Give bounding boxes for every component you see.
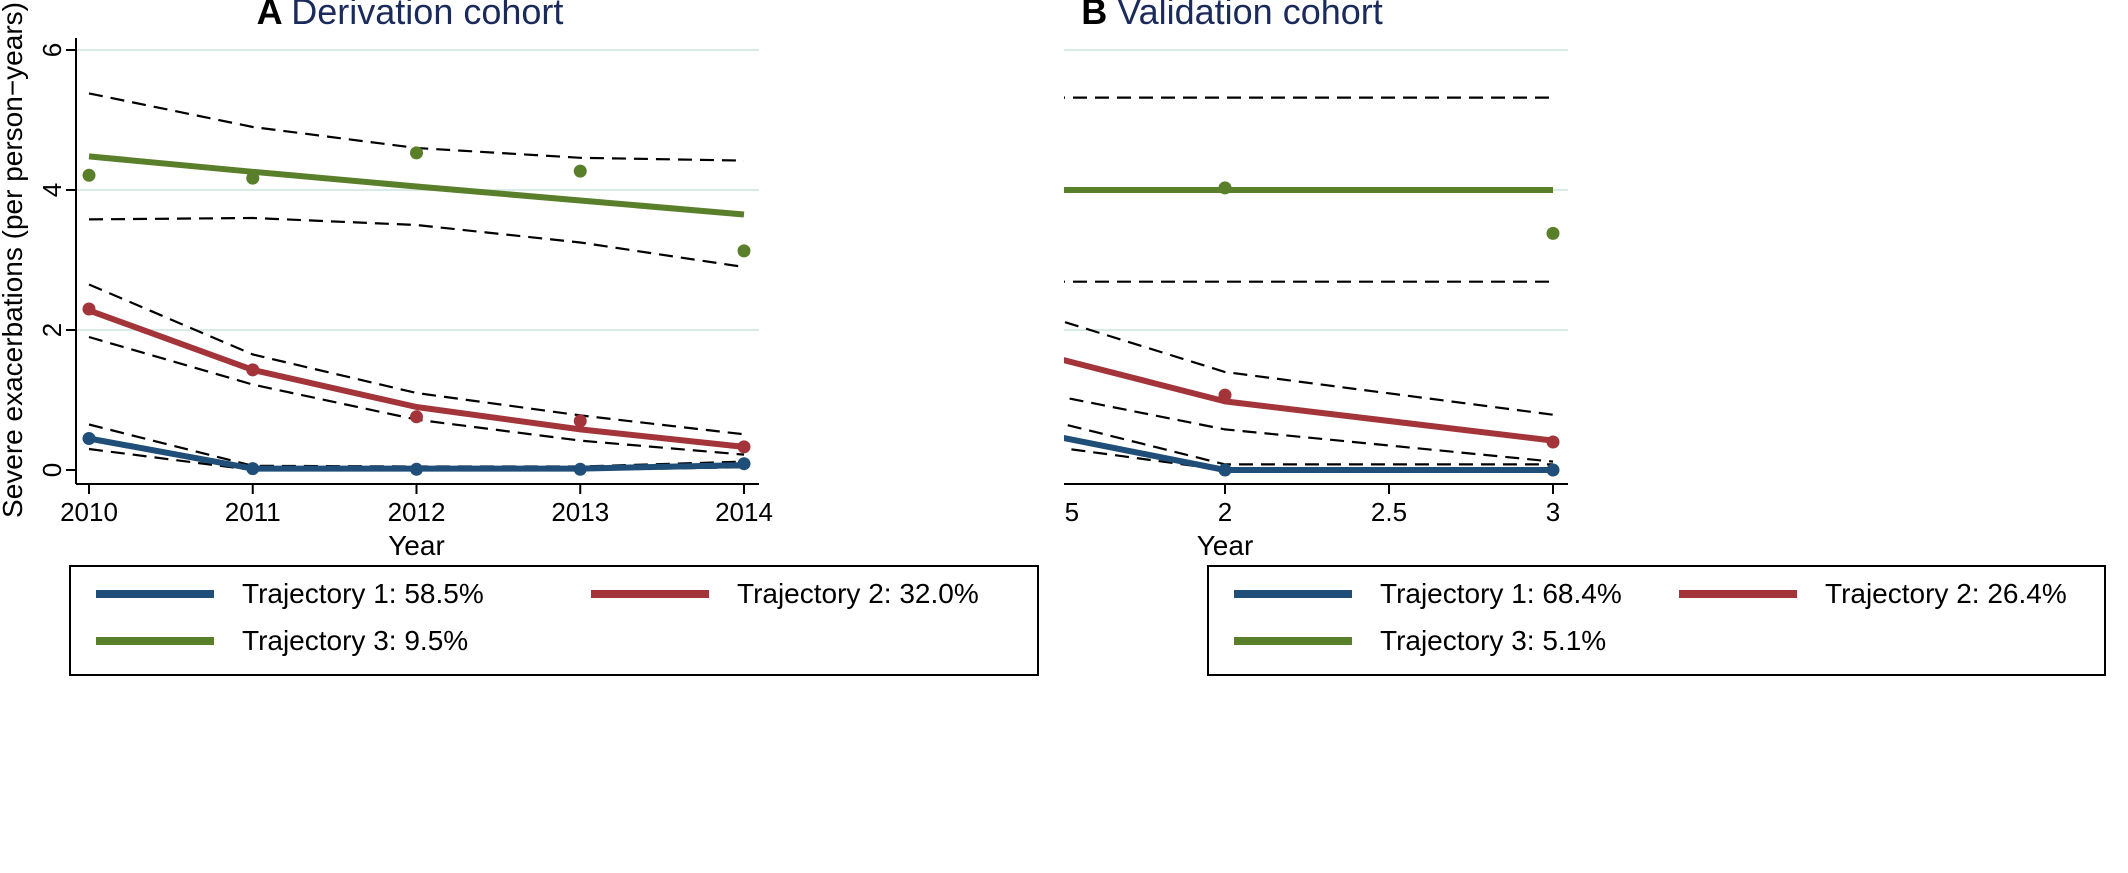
panel-title-text: Derivation cohort	[291, 0, 563, 32]
observed-point-traj2	[410, 410, 423, 424]
y-tick-label: 0	[37, 463, 67, 477]
observed-point-traj2	[246, 363, 260, 377]
x-tick-label: 2010	[60, 497, 118, 527]
panel-letter: B	[1081, 0, 1117, 32]
legend-item: Trajectory 2: 26.4%	[1679, 578, 2067, 610]
observed-point-traj2	[573, 414, 587, 428]
x-tick-label: 2012	[388, 497, 446, 527]
y-tick-label: 2	[37, 323, 67, 337]
fitted-line-traj3	[88, 153, 745, 218]
legend-item: Trajectory 3: 5.1%	[1234, 625, 1606, 657]
legend-label: Trajectory 2: 26.4%	[1825, 578, 2067, 609]
observed-point-traj2	[1546, 435, 1560, 449]
y-tick-label: 6	[37, 43, 67, 57]
observed-point-traj3	[82, 168, 96, 182]
observed-point-traj3	[410, 146, 423, 160]
observed-point-traj3	[1218, 181, 1232, 195]
observed-point-traj1	[82, 432, 96, 445]
x-tick-label: 1.5	[1064, 497, 1079, 527]
legend-label: Trajectory 1: 68.4%	[1380, 578, 1622, 609]
legend-swatch-traj3	[96, 637, 214, 645]
legend-swatch-traj2	[1679, 590, 1797, 598]
ci-upper-line-traj2	[1064, 320, 1554, 416]
observed-point-traj1	[1546, 463, 1560, 477]
observed-point-traj1	[410, 462, 423, 476]
observed-point-traj1	[1218, 463, 1232, 477]
x-tick-label: 2013	[551, 497, 609, 527]
panel-title-text: Validation cohort	[1117, 0, 1383, 32]
legend-label: Trajectory 3: 9.5%	[242, 625, 469, 656]
observed-point-traj3	[737, 244, 751, 258]
y-axis-label: Severe exacerbations (per person−years)	[0, 2, 28, 518]
legend-label: Trajectory 1: 58.5%	[242, 578, 484, 609]
legend-item: Trajectory 1: 58.5%	[96, 578, 484, 610]
observed-point-traj2	[737, 440, 751, 454]
x-axis-label: Year	[388, 530, 445, 560]
ci-lower-line-traj3	[88, 216, 745, 269]
legend-item: Trajectory 3: 9.5%	[96, 625, 468, 657]
observed-point-traj3	[573, 164, 587, 178]
panel-derivation: A Derivation cohort 0 2 4 6 2010 2011 2012 2013 2…	[0, 0, 1039, 676]
observed-point-traj1	[246, 462, 260, 476]
x-tick-label: 2.5	[1371, 497, 1407, 527]
ci-upper-line-traj1	[88, 423, 745, 468]
observed-point-traj3	[246, 171, 260, 185]
legend-label: Trajectory 2: 32.0%	[737, 578, 979, 609]
ci-lower-line-traj2	[1064, 396, 1554, 463]
legend-swatch-traj3	[1234, 637, 1352, 645]
chart-title: A Derivation cohort	[257, 0, 564, 32]
legend-validation: Trajectory 1: 68.4% Trajectory 2: 26.4% …	[1207, 565, 2106, 676]
chart-validation: B Validation cohort024611.522.53YearSeve…	[1064, 0, 1568, 560]
x-tick-label: 2011	[225, 497, 281, 527]
ci-lower-line-traj1	[88, 447, 745, 472]
legend-label: Trajectory 3: 5.1%	[1380, 625, 1607, 656]
ci-upper-line-traj2	[88, 283, 745, 436]
legend-derivation: Trajectory 1: 58.5% Trajectory 2: 32.0% …	[69, 565, 1039, 676]
observed-point-traj1	[573, 462, 587, 476]
observed-point-traj3	[1546, 226, 1560, 240]
panel-validation: B Validation cohort024611.522.53YearSeve…	[1064, 0, 2128, 873]
observed-point-traj1	[737, 457, 751, 471]
chart-title: B Validation cohort	[1081, 0, 1383, 32]
legend-item: Trajectory 1: 68.4%	[1234, 578, 1622, 610]
y-tick-label: 4	[37, 183, 67, 197]
x-tick-label: 2014	[715, 497, 773, 527]
legend-swatch-traj1	[96, 590, 214, 598]
observed-point-traj2	[82, 302, 96, 316]
chart-derivation: A Derivation cohort 0 2 4 6 2010 2011 2012 2013 2…	[0, 0, 773, 560]
legend-swatch-traj2	[591, 590, 709, 598]
legend-item: Trajectory 2: 32.0%	[591, 578, 979, 610]
x-tick-label: 3	[1546, 497, 1560, 527]
legend-swatch-traj1	[1234, 590, 1352, 598]
panel-letter: A	[257, 0, 292, 32]
observed-point-traj2	[1218, 388, 1232, 402]
fitted-line-traj2	[87, 307, 745, 450]
x-axis-label: Year	[1197, 530, 1254, 560]
fitted-line-traj2	[1064, 357, 1554, 444]
x-tick-label: 2	[1218, 497, 1232, 527]
